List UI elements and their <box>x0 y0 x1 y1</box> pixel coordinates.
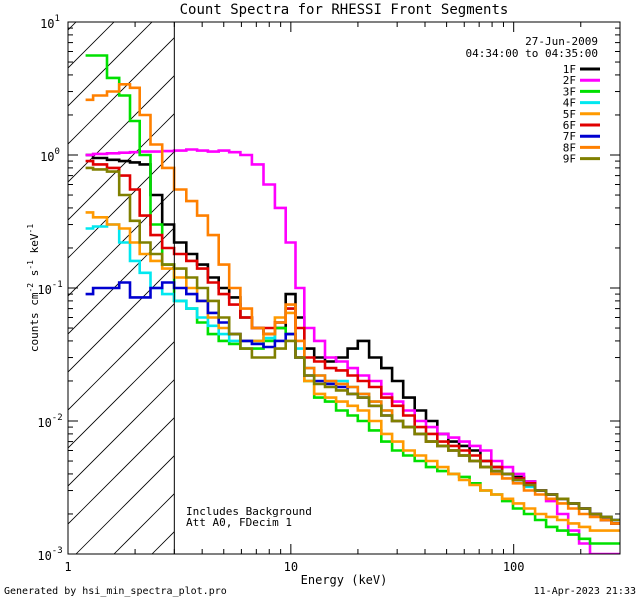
hatch-line <box>304 0 640 554</box>
legend-label-8f: 8F <box>563 141 576 154</box>
hatch-line <box>608 0 640 554</box>
hatch-line <box>68 265 175 373</box>
hatch-line <box>68 37 175 145</box>
legend-label-7f: 7F <box>563 130 576 143</box>
x-axis-label: Energy (keV) <box>301 573 388 587</box>
timestamp-label: 11-Apr-2023 21:33 <box>534 586 636 597</box>
hatch-line <box>68 227 175 335</box>
hatch-line <box>266 0 640 554</box>
hatch-line <box>68 417 175 525</box>
legend-label-1f: 1F <box>563 63 576 76</box>
x-tick-label: 100 <box>503 560 525 574</box>
series-line-7f <box>85 281 620 522</box>
legend-label-9f: 9F <box>563 153 576 166</box>
hatch-line <box>68 151 175 259</box>
legend-label-3f: 3F <box>563 85 576 98</box>
series-line-9f <box>85 166 620 522</box>
x-tick-label: 1 <box>64 560 71 574</box>
hatch-line <box>0 0 106 554</box>
y-axis-label: counts cm-2 s-1 keV-1 <box>26 224 41 352</box>
hatch-line <box>68 22 153 107</box>
series-line-1f <box>85 153 620 525</box>
hatch-line <box>380 0 640 554</box>
series-layer <box>85 54 620 554</box>
hatch-line <box>456 0 640 554</box>
x-tick-labels: 1 10 100 <box>64 560 524 574</box>
chart-title: Count Spectra for RHESSI Front Segments <box>180 2 509 18</box>
y-tick-label: 10-3 <box>37 546 62 563</box>
legend-label-4f: 4F <box>563 97 576 110</box>
hatch-line <box>418 0 640 554</box>
legend-label-5f: 5F <box>563 108 576 121</box>
hatch-line <box>68 379 175 487</box>
hatch-line <box>68 189 175 297</box>
note-attenuator: Att A0, FDecim 1 <box>186 516 292 529</box>
series-line-3f <box>85 54 620 545</box>
attenuator-hatch-region <box>0 0 640 554</box>
date-label: 27-Jun-2009 <box>525 35 598 48</box>
y-tick-label: 100 <box>40 147 60 164</box>
series-line-5f <box>85 211 620 532</box>
series-line-8f <box>85 83 620 525</box>
generated-by-label: Generated by hsi_min_spectra_plot.pro <box>4 586 227 597</box>
y-tick-label: 10-1 <box>37 280 62 297</box>
x-tick-label: 10 <box>284 560 298 574</box>
hatch-line <box>228 0 640 554</box>
hatch-line <box>68 22 115 69</box>
time-range-label: 04:34:00 to 04:35:00 <box>466 47 598 60</box>
series-line-6f <box>85 159 620 525</box>
y-tick-labels: 101 100 10-1 10-2 10-3 <box>37 14 62 563</box>
hatch-line <box>68 75 175 183</box>
series-line-2f <box>85 148 620 554</box>
hatch-line <box>532 0 640 554</box>
hatch-line <box>570 0 640 554</box>
note-background: Includes Background <box>186 505 312 518</box>
hatch-line <box>75 455 175 554</box>
y-tick-label: 101 <box>40 14 60 31</box>
legend-label-6f: 6F <box>563 119 576 132</box>
y-tick-label: 10-2 <box>37 413 62 430</box>
axis-ticks <box>67 21 621 555</box>
legend-label-2f: 2F <box>563 74 576 87</box>
hatch-line <box>68 341 175 449</box>
